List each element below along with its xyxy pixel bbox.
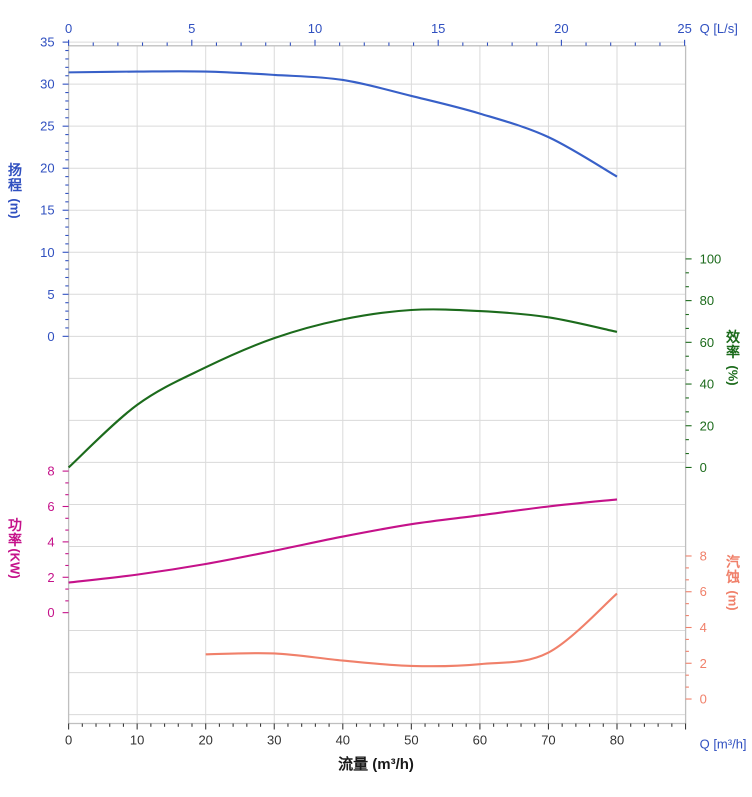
svg-text:4: 4: [700, 620, 707, 635]
svg-text:10: 10: [130, 733, 144, 748]
svg-text:4: 4: [47, 534, 54, 549]
svg-text:6: 6: [700, 584, 707, 599]
svg-text:15: 15: [431, 21, 445, 36]
svg-text:40: 40: [700, 377, 714, 392]
svg-text:Q [m³/h]: Q [m³/h]: [700, 737, 747, 752]
svg-text:25: 25: [40, 119, 54, 134]
svg-text:100: 100: [700, 251, 722, 266]
svg-text:2: 2: [700, 656, 707, 671]
svg-text:20: 20: [198, 733, 212, 748]
svg-text:70: 70: [541, 733, 555, 748]
svg-text:8: 8: [47, 464, 54, 479]
svg-text:0: 0: [700, 692, 707, 707]
svg-text:35: 35: [40, 35, 54, 50]
svg-text:0: 0: [47, 329, 54, 344]
svg-text:0: 0: [65, 21, 72, 36]
svg-text:60: 60: [700, 335, 714, 350]
svg-text:5: 5: [47, 287, 54, 302]
svg-text:80: 80: [700, 293, 714, 308]
svg-text:2: 2: [47, 570, 54, 585]
svg-text:8: 8: [700, 548, 707, 563]
svg-text:6: 6: [47, 499, 54, 514]
svg-text:5: 5: [188, 21, 195, 36]
svg-text:50: 50: [404, 733, 418, 748]
svg-text:15: 15: [40, 203, 54, 218]
svg-text:20: 20: [40, 161, 54, 176]
svg-text:80: 80: [610, 733, 624, 748]
svg-text:30: 30: [267, 733, 281, 748]
svg-text:Q [L/s]: Q [L/s]: [700, 21, 738, 36]
svg-text:0: 0: [47, 605, 54, 620]
svg-text:10: 10: [40, 245, 54, 260]
svg-text:0: 0: [700, 460, 707, 475]
svg-text:60: 60: [473, 733, 487, 748]
svg-text:40: 40: [336, 733, 350, 748]
svg-text:20: 20: [554, 21, 568, 36]
svg-text:20: 20: [700, 418, 714, 433]
svg-text:10: 10: [308, 21, 322, 36]
svg-text:0: 0: [65, 733, 72, 748]
svg-text:25: 25: [677, 21, 691, 36]
svg-text:30: 30: [40, 77, 54, 92]
